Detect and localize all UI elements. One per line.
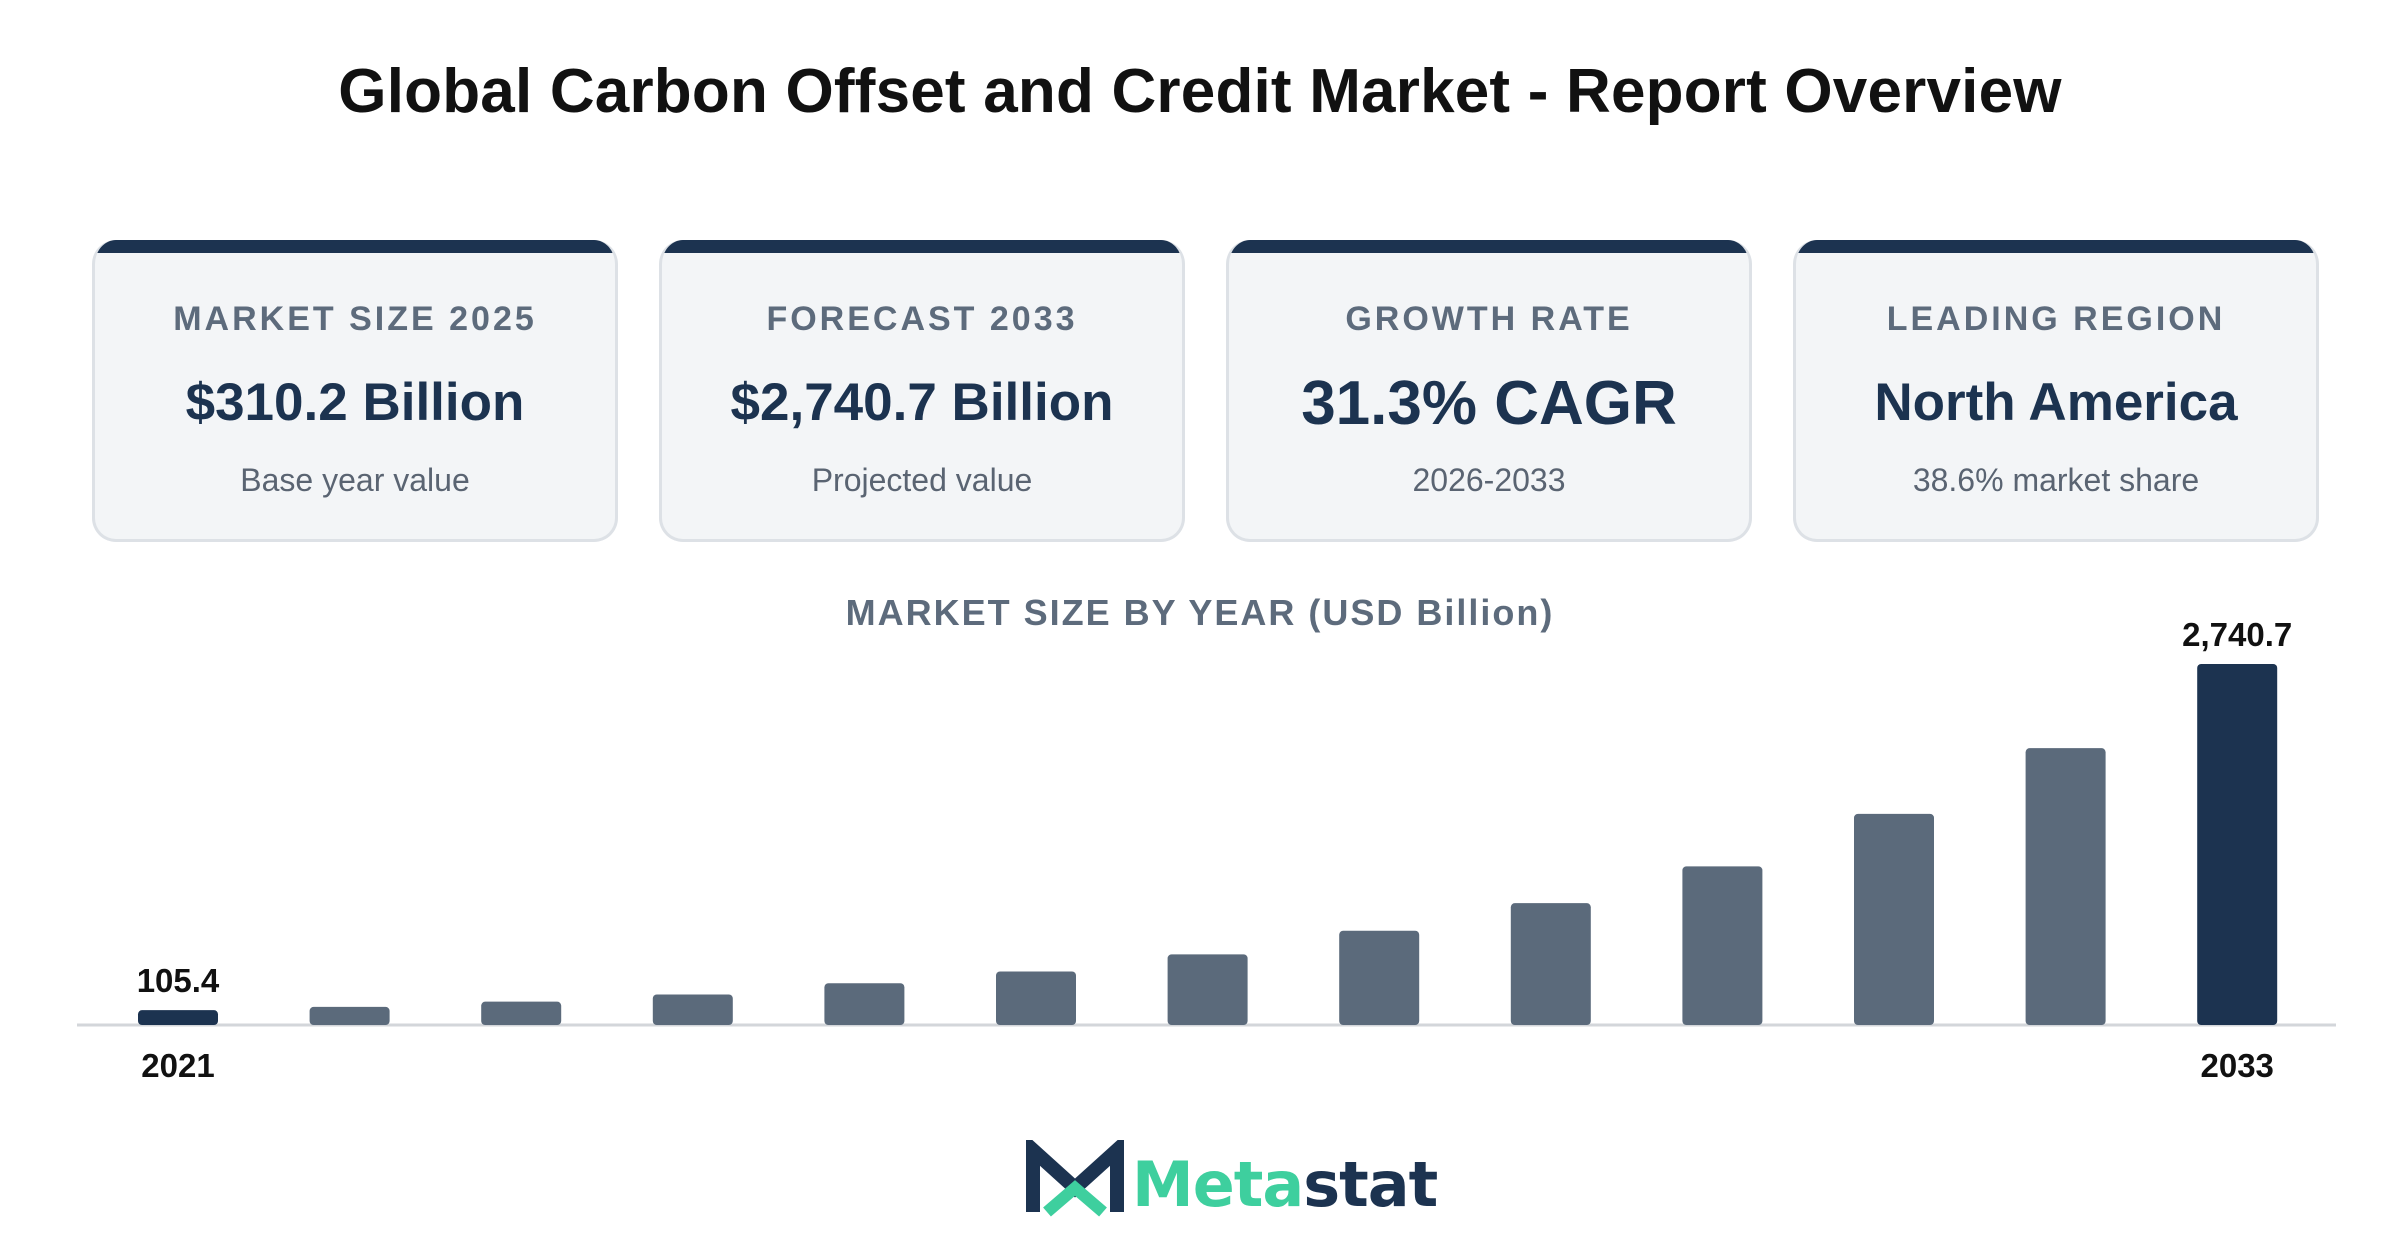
bar-2025 (824, 983, 905, 1025)
bar-2032 (2025, 748, 2106, 1025)
card-subtext: Base year value (240, 462, 470, 498)
bar-value-label: 2,740.7 (2182, 616, 2292, 653)
logo-text-meta: Meta (1132, 1148, 1304, 1221)
chart-title: MARKET SIZE BY YEAR (USD Billion) (845, 592, 1555, 633)
card-value: 31.3% CAGR (1301, 369, 1677, 438)
card-value: $310.2 Billion (185, 373, 525, 432)
card-growth-rate: GROWTH RATE 31.3% CAGR 2026-2033 (1226, 240, 1752, 542)
bar-2030 (1682, 866, 1763, 1025)
card-label: MARKET SIZE 2025 (173, 300, 537, 338)
metastat-logo-icon (1026, 1140, 1124, 1217)
card-value: North America (1874, 373, 2238, 432)
card-market-size: MARKET SIZE 2025 $310.2 Billion Base yea… (92, 240, 618, 542)
bar-2023 (481, 1001, 562, 1025)
card-value: $2,740.7 Billion (730, 373, 1114, 432)
card-accent-bar (1229, 240, 1749, 253)
card-label: FORECAST 2033 (766, 300, 1078, 338)
bar-2024 (652, 994, 733, 1025)
bar-2022 (309, 1006, 390, 1025)
bar-2028 (1339, 930, 1420, 1025)
bar-2026 (996, 971, 1076, 1025)
card-subtext: 2026-2033 (1412, 462, 1566, 498)
card-leading-region: LEADING REGION North America 38.6% marke… (1793, 240, 2319, 542)
page-title: Global Carbon Offset and Credit Market -… (338, 57, 2062, 126)
card-accent-bar (1796, 240, 2316, 253)
card-forecast: FORECAST 2033 $2,740.7 Billion Projected… (659, 240, 1185, 542)
card-subtext: 38.6% market share (1912, 462, 2200, 498)
bar-2033 (2197, 664, 2278, 1025)
bar-2029 (1510, 903, 1591, 1025)
metastat-logo-text: Metastat (1132, 1148, 1438, 1221)
card-label: LEADING REGION (1886, 300, 2226, 338)
x-tick-label: 2033 (2200, 1047, 2273, 1084)
bar-2031 (1854, 813, 1934, 1025)
card-accent-bar (95, 240, 615, 253)
logo-text-stat: stat (1303, 1148, 1438, 1221)
bar-2021 (138, 1010, 218, 1025)
card-subtext: Projected value (811, 462, 1033, 498)
x-tick-label: 2021 (141, 1047, 214, 1084)
card-accent-bar (662, 240, 1182, 253)
bar-2027 (1167, 954, 1248, 1025)
card-label: GROWTH RATE (1345, 300, 1633, 338)
bar-value-label: 105.4 (137, 962, 220, 999)
